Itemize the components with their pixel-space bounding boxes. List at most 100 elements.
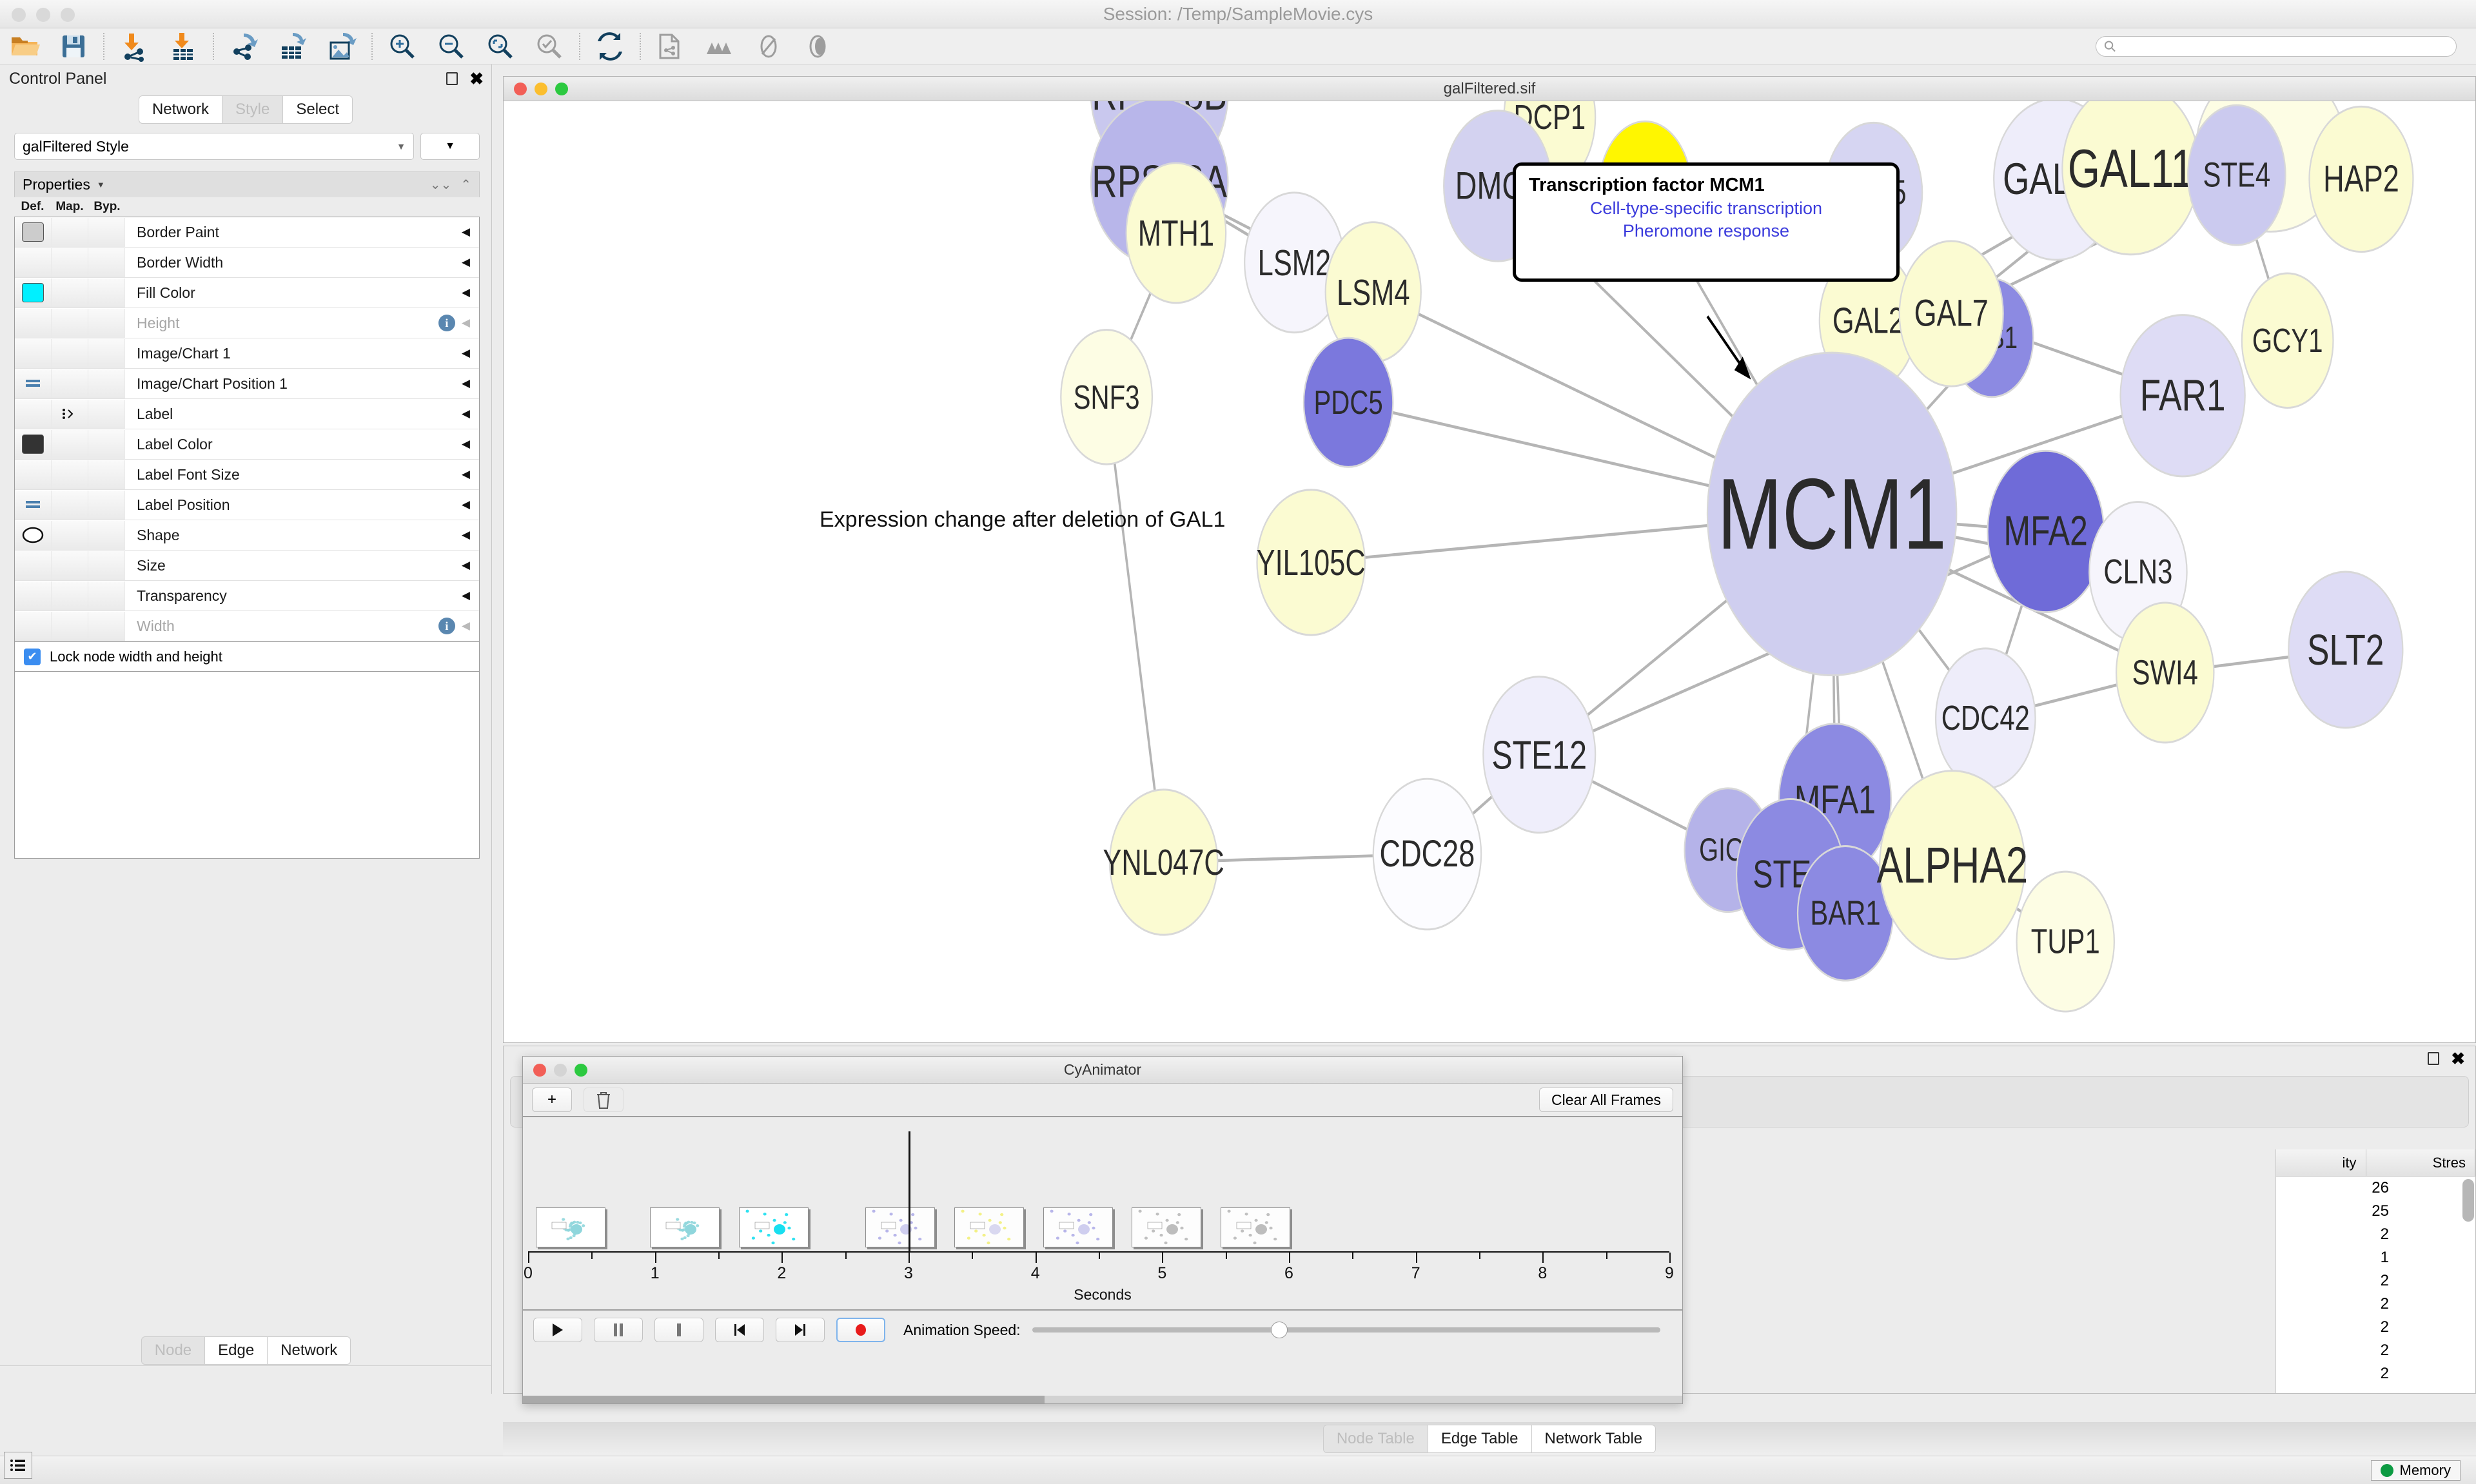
import-network-icon[interactable]	[110, 28, 159, 64]
timeline-playhead[interactable]	[909, 1131, 910, 1253]
animation-speed-knob[interactable]	[1270, 1322, 1288, 1338]
zoom-in-icon[interactable]	[378, 28, 427, 64]
lock-checkbox[interactable]: ✔	[24, 648, 41, 665]
property-row-fill-color[interactable]: Fill Color ◀	[15, 278, 479, 308]
add-frame-button[interactable]: +	[532, 1088, 572, 1112]
network-node-swi4[interactable]: SWI4	[2115, 601, 2215, 744]
lock-node-size-row[interactable]: ✔ Lock node width and height	[14, 642, 480, 672]
clear-all-frames-button[interactable]: Clear All Frames	[1539, 1088, 1673, 1112]
search-field[interactable]	[2121, 39, 2448, 54]
network-node-ynl047c[interactable]: YNL047C	[1103, 788, 1224, 936]
timeline-frame[interactable]	[536, 1207, 605, 1247]
network-node-hap2[interactable]: HAP2	[2308, 105, 2414, 253]
tab-style[interactable]: Style	[222, 95, 284, 124]
style-options-button[interactable]: ▼	[420, 133, 480, 160]
color-swatch[interactable]	[22, 283, 44, 302]
property-mapping-cell[interactable]	[52, 369, 88, 398]
close-cyanimator-dot[interactable]	[533, 1063, 546, 1077]
network-node-ste4[interactable]: STE4	[2187, 104, 2286, 246]
property-default-cell[interactable]	[15, 429, 52, 459]
expand-property-arrow[interactable]: ◀	[461, 620, 470, 632]
maximize-network-dot[interactable]	[555, 82, 568, 95]
export-table-icon[interactable]	[268, 28, 317, 64]
property-bypass-cell[interactable]	[88, 429, 125, 459]
property-bypass-cell[interactable]	[88, 248, 125, 277]
property-row-label-color[interactable]: Label Color ◀	[15, 429, 479, 460]
next-frame-button[interactable]	[776, 1318, 825, 1342]
property-default-cell[interactable]	[15, 490, 52, 520]
timeline-frame[interactable]	[865, 1207, 936, 1247]
table-row[interactable]: 2	[2380, 1318, 2389, 1336]
property-row-label[interactable]: Label ◀	[15, 399, 479, 429]
mcm1-annotation-box[interactable]: Transcription factor MCM1 Cell-type-spec…	[1513, 162, 1900, 282]
property-mapping-cell[interactable]	[52, 338, 88, 368]
timeline-frame[interactable]	[738, 1207, 809, 1247]
timeline-frame[interactable]	[1132, 1207, 1202, 1247]
property-bypass-cell[interactable]	[88, 520, 125, 550]
tab-node-table[interactable]: Node Table	[1322, 1425, 1428, 1453]
stop-button[interactable]	[654, 1318, 703, 1342]
window-controls[interactable]	[12, 8, 75, 22]
property-default-cell[interactable]	[15, 278, 52, 308]
expand-property-arrow[interactable]: ◀	[461, 529, 470, 541]
float-table-icon[interactable]	[2428, 1052, 2440, 1065]
float-panel-icon[interactable]	[446, 72, 458, 85]
delete-frame-button[interactable]	[584, 1088, 624, 1112]
zoom-fit-icon[interactable]	[476, 28, 525, 64]
property-mapping-cell[interactable]	[52, 520, 88, 550]
tab-network-style[interactable]: Network	[268, 1336, 351, 1365]
tab-network[interactable]: Network	[138, 95, 222, 124]
edge-table-scrollbar[interactable]	[2462, 1179, 2474, 1222]
task-list-icon[interactable]	[4, 1452, 32, 1479]
expand-property-arrow[interactable]: ◀	[461, 438, 470, 450]
zoom-selected-icon[interactable]	[525, 28, 574, 64]
property-bypass-cell[interactable]	[88, 490, 125, 520]
network-window-controls[interactable]	[514, 82, 568, 95]
maximize-cyanimator-dot[interactable]	[575, 1063, 587, 1077]
property-default-cell[interactable]	[15, 520, 52, 550]
timeline-frame[interactable]	[650, 1207, 720, 1247]
table-row[interactable]: 2	[2380, 1365, 2389, 1382]
memory-status-button[interactable]: Memory	[2370, 1460, 2461, 1481]
export-network-icon[interactable]	[219, 28, 268, 64]
refresh-icon[interactable]	[585, 28, 634, 64]
property-bypass-cell[interactable]	[88, 369, 125, 398]
close-panel-icon[interactable]: ✖	[469, 69, 484, 88]
network-canvas[interactable]: RPS28BDCP1RPS28ADMC1PCK1SWI5GAL80GAL11ST…	[504, 101, 2475, 1042]
property-bypass-cell[interactable]	[88, 338, 125, 368]
property-mapping-cell[interactable]	[52, 217, 88, 247]
property-mapping-cell[interactable]	[52, 490, 88, 520]
property-row-border-paint[interactable]: Border Paint ◀	[15, 217, 479, 248]
network-node-ste12[interactable]: STE12	[1482, 676, 1597, 834]
property-row-transparency[interactable]: Transparency ◀	[15, 581, 479, 611]
network-edge[interactable]	[1105, 396, 1165, 863]
timeline-frame[interactable]	[1221, 1207, 1290, 1247]
property-default-cell[interactable]	[15, 217, 52, 247]
info-icon[interactable]: i	[438, 618, 455, 634]
property-row-width[interactable]: Width i ◀	[15, 611, 479, 641]
expand-property-arrow[interactable]: ◀	[461, 559, 470, 571]
property-bypass-cell[interactable]	[88, 581, 125, 610]
network-node-bar1[interactable]: BAR1	[1796, 845, 1894, 982]
export-image-icon[interactable]	[317, 28, 366, 64]
show-icon[interactable]	[793, 28, 842, 64]
tab-node[interactable]: Node	[141, 1336, 206, 1365]
network-node-pdc5[interactable]: PDC5	[1302, 337, 1394, 468]
property-mapping-cell[interactable]	[52, 399, 88, 429]
property-default-cell[interactable]	[15, 338, 52, 368]
timeline-frame[interactable]	[954, 1207, 1024, 1247]
tab-select[interactable]: Select	[283, 95, 353, 124]
property-mapping-cell[interactable]	[52, 611, 88, 641]
property-mapping-cell[interactable]	[52, 248, 88, 277]
minimize-network-dot[interactable]	[535, 82, 547, 95]
hide-icon[interactable]	[744, 28, 793, 64]
color-swatch[interactable]	[22, 434, 44, 454]
expand-property-arrow[interactable]: ◀	[461, 589, 470, 601]
property-bypass-cell[interactable]	[88, 460, 125, 489]
network-node-yil105c[interactable]: YIL105C	[1256, 489, 1366, 636]
timeline-frame[interactable]	[1043, 1207, 1113, 1247]
property-mapping-cell[interactable]	[52, 429, 88, 459]
minimize-window-dot[interactable]	[36, 8, 50, 22]
property-default-cell[interactable]	[15, 399, 52, 429]
property-row-label-position[interactable]: Label Position ◀	[15, 490, 479, 520]
